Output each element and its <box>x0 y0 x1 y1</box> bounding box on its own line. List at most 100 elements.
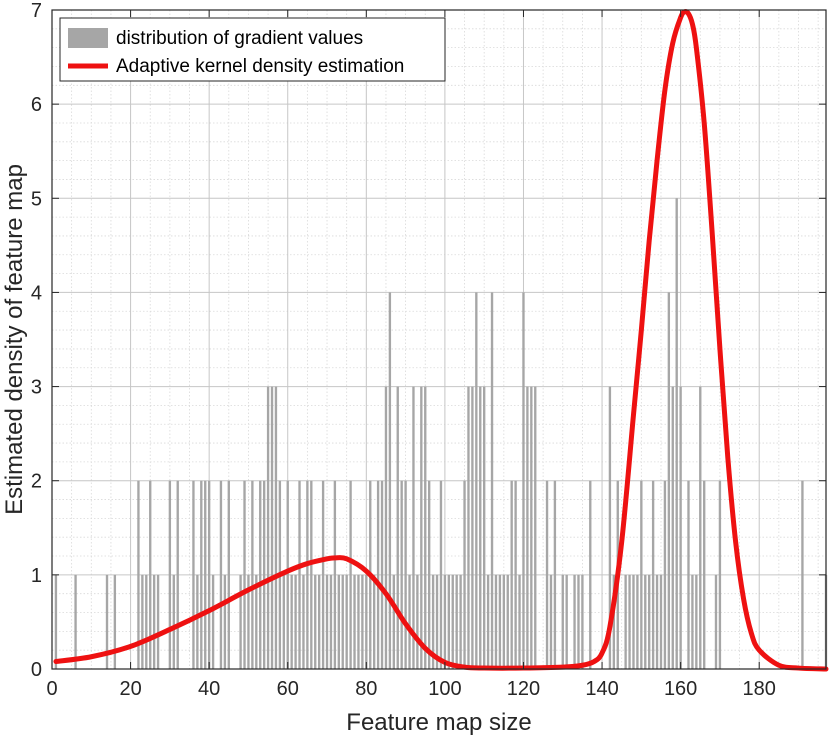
histogram-bar <box>306 480 309 669</box>
histogram-bar <box>679 386 682 669</box>
histogram-bar <box>149 480 152 669</box>
histogram-bar <box>239 574 242 669</box>
histogram-bar <box>262 480 266 669</box>
histogram-bar <box>266 386 270 669</box>
histogram-bar <box>561 574 564 669</box>
histogram-bar <box>612 574 616 669</box>
histogram-bar <box>380 480 384 669</box>
histogram-bar <box>447 574 451 669</box>
histogram-bar <box>396 386 399 669</box>
legend-label-kde: Adaptive kernel density estimation <box>116 56 404 77</box>
y-tick-label: 7 <box>31 0 42 22</box>
y-tick-label: 5 <box>31 188 42 210</box>
histogram-bar <box>510 480 513 669</box>
histogram-bar <box>691 574 694 669</box>
x-tick-label: 180 <box>743 678 776 700</box>
x-tick-label: 120 <box>507 678 540 700</box>
histogram-bar <box>435 574 439 669</box>
histogram-bar <box>703 480 706 669</box>
histogram-bar <box>636 574 639 669</box>
legend-swatch-histogram <box>68 28 108 48</box>
histogram-bar <box>663 480 667 669</box>
histogram-bar <box>608 386 612 669</box>
histogram-bar <box>655 574 659 669</box>
x-tick-label: 160 <box>664 678 697 700</box>
histogram-bar <box>329 574 333 669</box>
histogram-bar <box>714 574 718 669</box>
histogram-bar <box>321 480 325 669</box>
x-tick-label: 80 <box>355 678 377 700</box>
legend-box <box>59 17 446 82</box>
histogram-bar <box>644 574 647 669</box>
histogram-bar <box>667 292 671 669</box>
histogram-bar <box>486 574 490 669</box>
y-axis-label: Estimated density of feature map <box>1 164 28 515</box>
histogram-bar <box>204 480 207 669</box>
histogram-bar <box>502 574 506 669</box>
axis-ticks: 0 20 40 60 80 100 120 140 160 180 0 1 2 3 4 5 6 7 <box>31 0 826 700</box>
histogram-bar <box>471 386 474 669</box>
histogram-bar <box>196 574 199 669</box>
kde-curve <box>53 9 829 672</box>
histogram-bar <box>699 386 702 669</box>
histogram-bar <box>255 574 258 669</box>
histogram-bar <box>113 574 117 669</box>
histogram-bar <box>624 574 627 669</box>
histogram-bar <box>152 574 156 669</box>
histogram-bar <box>345 574 348 669</box>
histogram-bar <box>412 386 415 669</box>
histogram-bars <box>54 198 828 670</box>
histogram-bar <box>192 480 195 669</box>
histogram-bar <box>651 480 655 669</box>
histogram-bar <box>526 386 529 669</box>
x-tick-label: 140 <box>585 678 618 700</box>
histogram-bar <box>514 480 517 669</box>
histogram-bar <box>451 574 454 669</box>
x-tick-label: 60 <box>277 678 299 700</box>
histogram-bar <box>506 574 509 669</box>
histogram-bar <box>74 574 77 669</box>
histogram-bar <box>522 292 525 669</box>
histogram-bar <box>400 480 403 669</box>
histogram-bar <box>200 480 203 669</box>
histogram-bar <box>294 574 297 669</box>
histogram-bar <box>333 480 337 669</box>
x-tick-label: 20 <box>119 678 141 700</box>
histogram-bar <box>479 386 482 669</box>
y-tick-label: 3 <box>31 377 42 399</box>
histogram-bar <box>416 574 419 669</box>
histogram-bar <box>530 386 533 669</box>
histogram-bar <box>141 574 144 669</box>
x-axis-label: Feature map size <box>346 709 531 736</box>
histogram-bar <box>168 480 172 669</box>
histogram-bar <box>145 574 148 669</box>
histogram-bar <box>211 574 215 669</box>
histogram-bar <box>549 574 553 669</box>
histogram-bar <box>455 574 458 669</box>
histogram-bar <box>659 574 663 669</box>
histogram-bar <box>282 574 285 669</box>
histogram-bar <box>565 574 568 669</box>
histogram-bar <box>384 386 388 669</box>
histogram-bar <box>392 574 395 669</box>
histogram-bar <box>361 574 364 669</box>
kde-curve-layer <box>53 9 829 672</box>
histogram-bar <box>718 480 722 669</box>
histogram-bar <box>223 574 227 669</box>
histogram-bar <box>443 574 447 669</box>
histogram-bar <box>372 574 376 669</box>
x-tick-label: 40 <box>198 678 220 700</box>
histogram-bar <box>290 574 293 669</box>
histogram-bar <box>388 292 392 669</box>
histogram-bar <box>251 480 254 669</box>
histogram-bar <box>353 574 356 669</box>
histogram-bar <box>227 480 230 669</box>
histogram-bar <box>534 386 537 669</box>
histogram-bar <box>408 574 411 669</box>
histogram-bar <box>439 480 443 669</box>
histogram-bar <box>467 386 470 669</box>
histogram-bar <box>325 574 329 669</box>
histogram-bar <box>286 480 289 669</box>
histogram-bar <box>270 386 274 669</box>
histogram-bar <box>172 574 175 669</box>
